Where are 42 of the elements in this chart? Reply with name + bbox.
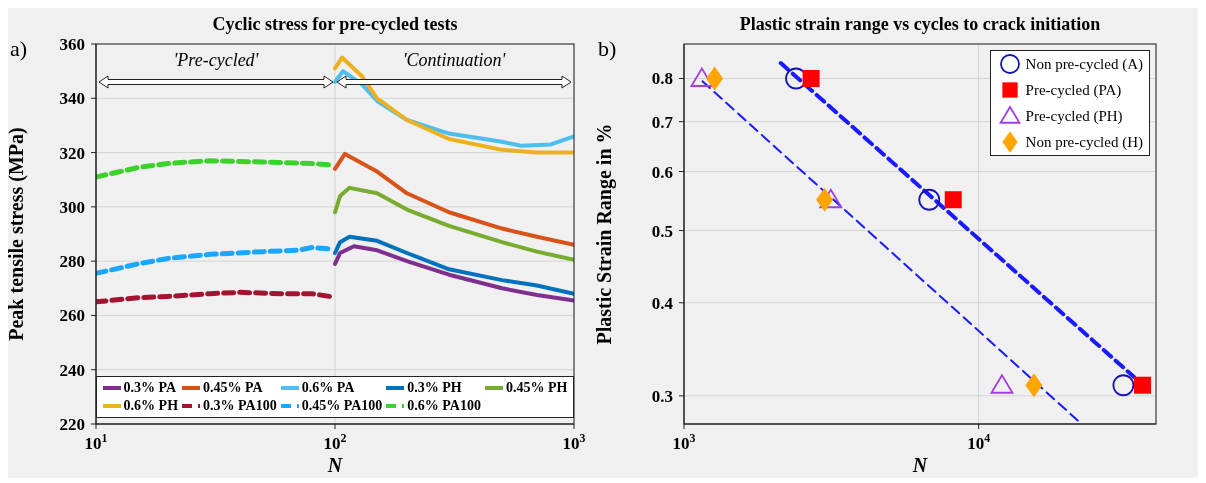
y-axis-title: Plastic Strain Range in %	[593, 123, 617, 345]
y-tick-label: 300	[59, 197, 85, 217]
x-tick-label: 10$^{3}$	[672, 431, 696, 453]
y-tick-label: 260	[59, 306, 85, 326]
x-axis-title: N	[911, 454, 929, 476]
x-tick-label: 10$^{1}$	[84, 431, 108, 453]
y-tick-label: 0.5	[651, 221, 673, 241]
legend-label: 0.3% PH	[407, 380, 462, 396]
legend-label: 0.6% PA	[301, 380, 355, 396]
y-axis-title: Peak tensile stress (MPa)	[5, 127, 29, 341]
x-tick-label: 10$^{4}$	[967, 431, 991, 453]
y-tick-label: 0.4	[651, 293, 674, 313]
x-tick-label: 10$^{3}$	[562, 431, 586, 453]
annotation: 'Continuation'	[401, 50, 507, 71]
chart-title: Cyclic stress for pre-cycled tests	[211, 14, 459, 35]
chart-title: Plastic strain range vs cycles to crack initiation	[738, 14, 1102, 35]
y-tick-label: 340	[59, 89, 85, 109]
x-tick-label: 10$^{2}$	[323, 431, 347, 453]
legend-label: 0.3% PA	[123, 380, 177, 396]
y-tick-label: 0.7	[651, 112, 674, 132]
legend-label: Pre-cycled (PA)	[1025, 81, 1122, 99]
y-tick-label: 220	[59, 415, 85, 434]
y-tick-label: 360	[59, 35, 85, 54]
legend-label: Pre-cycled (PH)	[1025, 107, 1123, 125]
text: a)	[10, 36, 28, 62]
legend-label: Non pre-cycled (A)	[1025, 55, 1143, 73]
y-tick-label: 320	[59, 143, 85, 163]
x-axis-title: N	[326, 454, 344, 476]
legend-label: Non pre-cycled (H)	[1025, 133, 1143, 151]
y-tick-label: 0.3	[651, 386, 673, 406]
y-tick-label: 280	[59, 252, 85, 272]
legend-label: 0.45% PA	[203, 380, 263, 396]
legend-label: 0.45% PA100	[301, 398, 383, 414]
legend-label: 0.45% PH	[505, 380, 568, 396]
y-tick-label: 0.8	[651, 69, 673, 89]
text: b)	[598, 36, 617, 62]
legend-label: 0.3% PA100	[203, 398, 277, 414]
y-tick-label: 0.6	[651, 162, 673, 182]
y-tick-label: 240	[59, 360, 85, 380]
legend-label: 0.6% PA100	[407, 398, 481, 414]
legend-label: 0.6% PH	[123, 398, 179, 414]
annotation: 'Pre-cycled'	[172, 50, 260, 71]
